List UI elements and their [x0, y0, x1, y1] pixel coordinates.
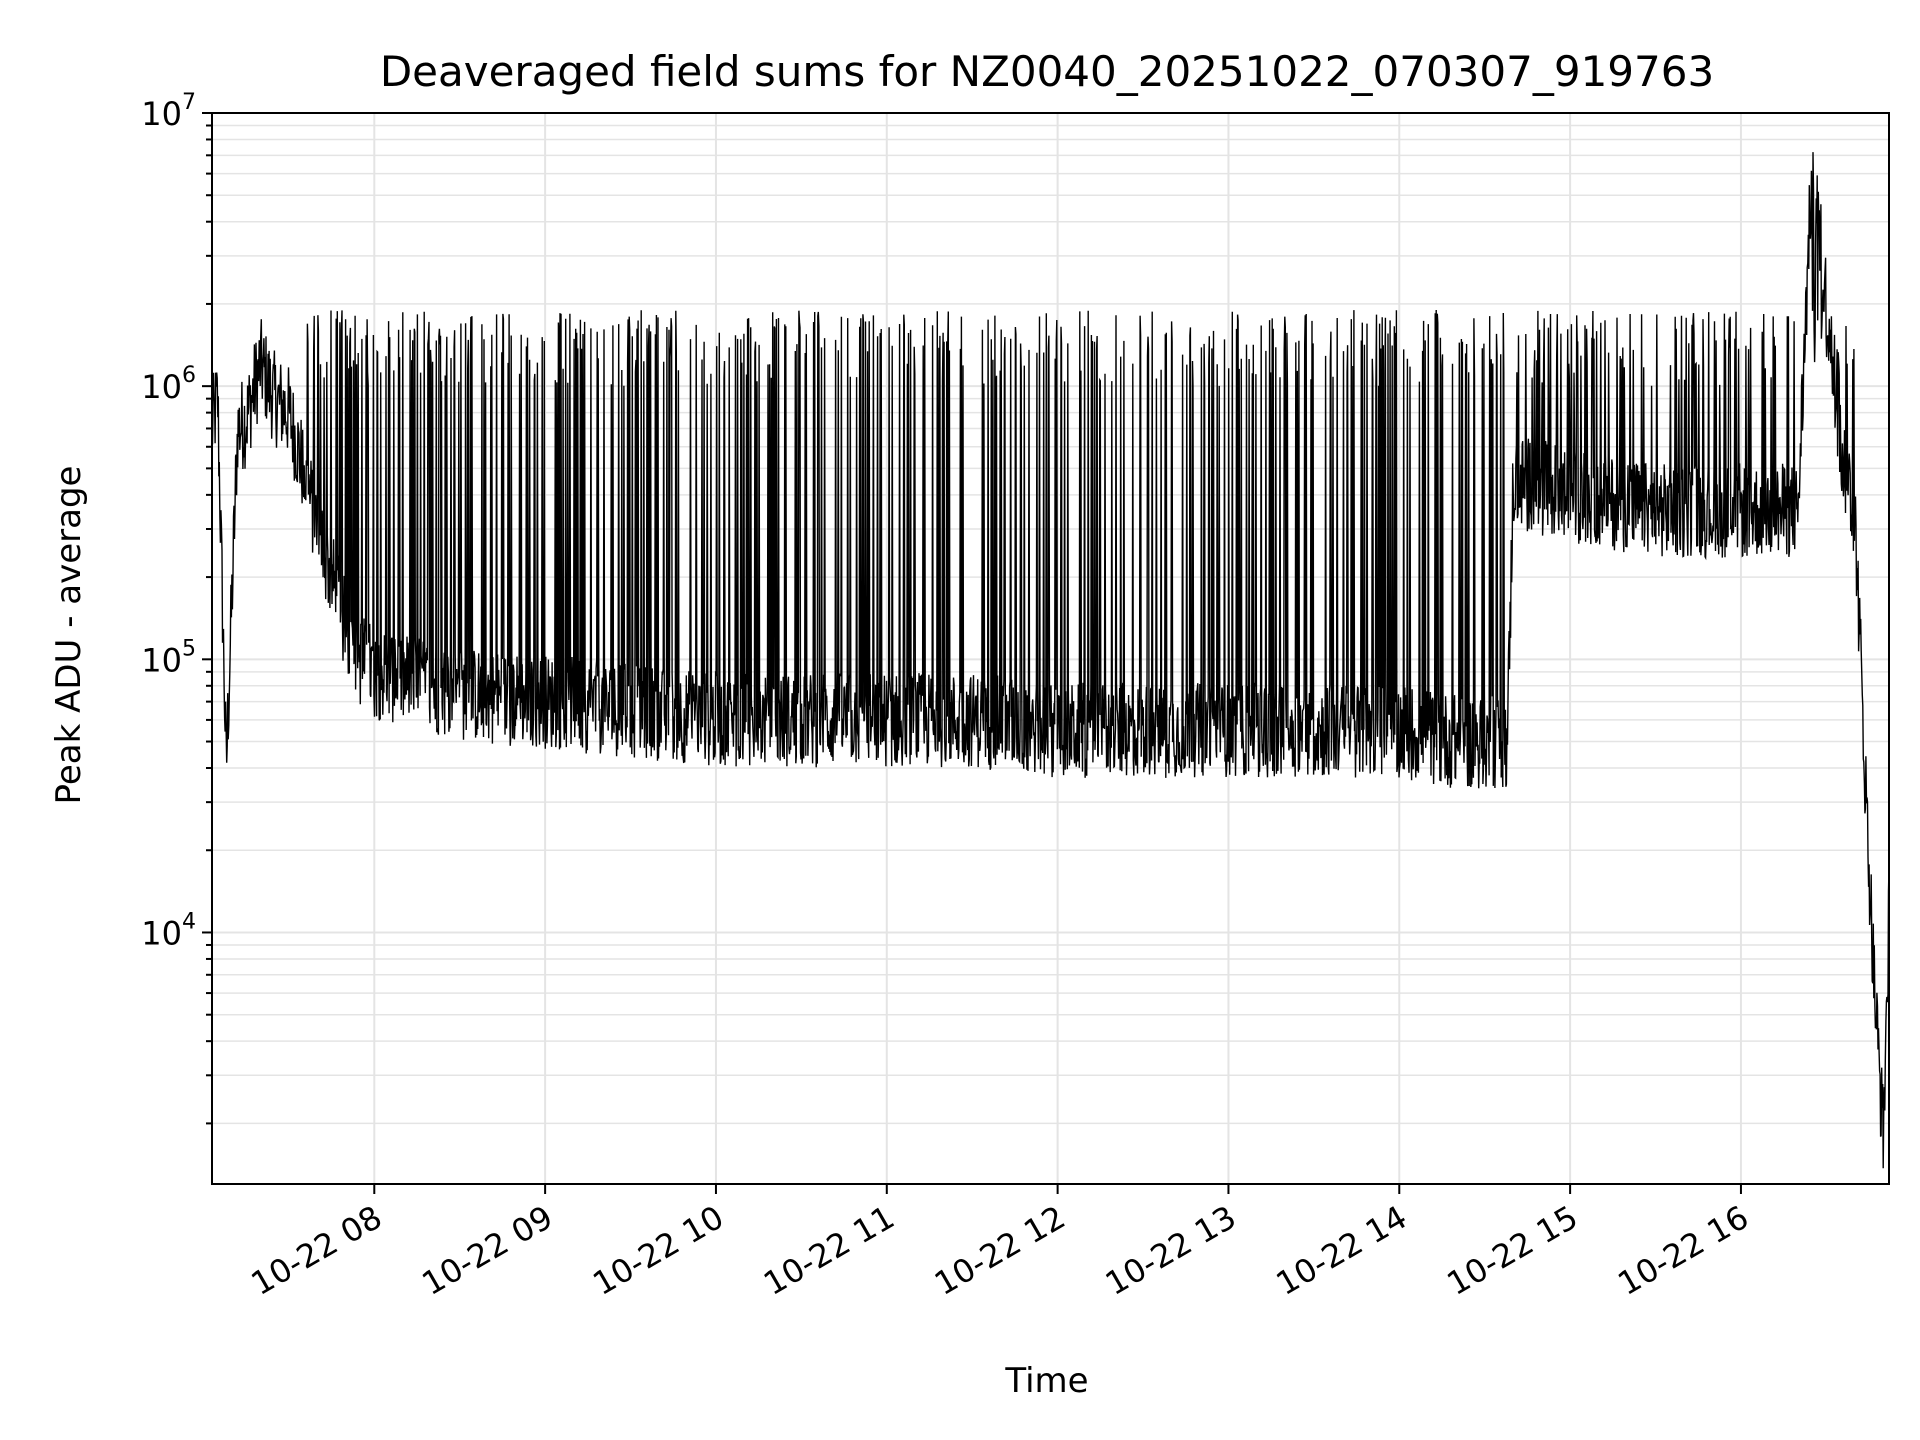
- y-tick-label: 107: [141, 90, 196, 133]
- chart-title: Deaveraged field sums for NZ0040_2025102…: [380, 47, 1714, 96]
- y-tick-exponent: 7: [182, 90, 196, 115]
- y-tick-label: 106: [141, 363, 196, 406]
- y-tick-exponent: 5: [182, 636, 196, 661]
- y-tick-base: 10: [141, 914, 182, 952]
- y-tick-exponent: 4: [182, 909, 196, 934]
- y-tick-exponent: 6: [182, 363, 196, 388]
- y-tick-base: 10: [141, 95, 182, 133]
- data-trace: [211, 152, 1890, 1169]
- y-tick-base: 10: [141, 641, 182, 679]
- y-axis-label: Peak ADU - average: [49, 466, 89, 805]
- y-tick-label: 104: [141, 909, 196, 952]
- y-tick-base: 10: [141, 368, 182, 406]
- plot-frame: [211, 112, 1890, 1185]
- y-tick-label: 105: [141, 636, 196, 679]
- x-axis-label: Time: [1004, 1361, 1088, 1401]
- series-line: [211, 152, 1890, 1169]
